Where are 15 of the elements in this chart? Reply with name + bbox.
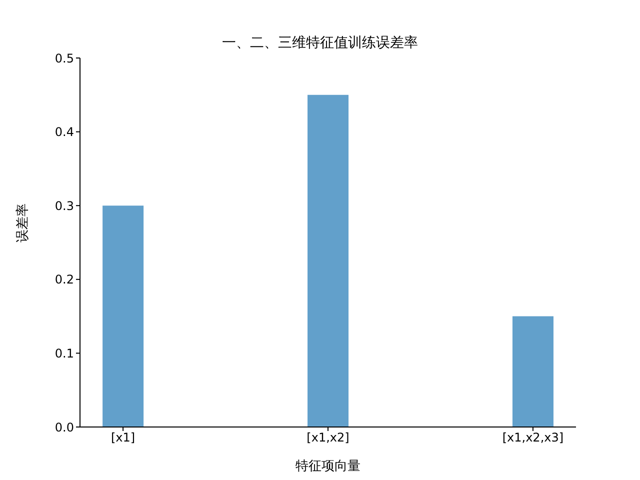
y-tick-label: 0.2: [54, 272, 74, 287]
x-tick-label: [x1,x2]: [306, 430, 350, 445]
y-tick-label: 0.0: [54, 420, 74, 434]
y-tick-label: 0.5: [54, 51, 74, 66]
y-tick-label: 0.3: [54, 198, 74, 213]
x-tick-label: [x1,x2,x3]: [502, 430, 564, 445]
bar: [512, 316, 554, 427]
y-axis-title: 误差率: [14, 204, 31, 242]
bar: [308, 94, 349, 427]
x-axis-title: 特征项向量: [296, 459, 360, 474]
x-tick-label: [x1]: [110, 430, 136, 445]
y-tick-label: 0.4: [54, 125, 74, 140]
chart-title: 一、二、三维特征值训练误差率: [221, 34, 419, 52]
y-tick-label: 0.1: [54, 346, 74, 360]
bar: [102, 206, 144, 427]
